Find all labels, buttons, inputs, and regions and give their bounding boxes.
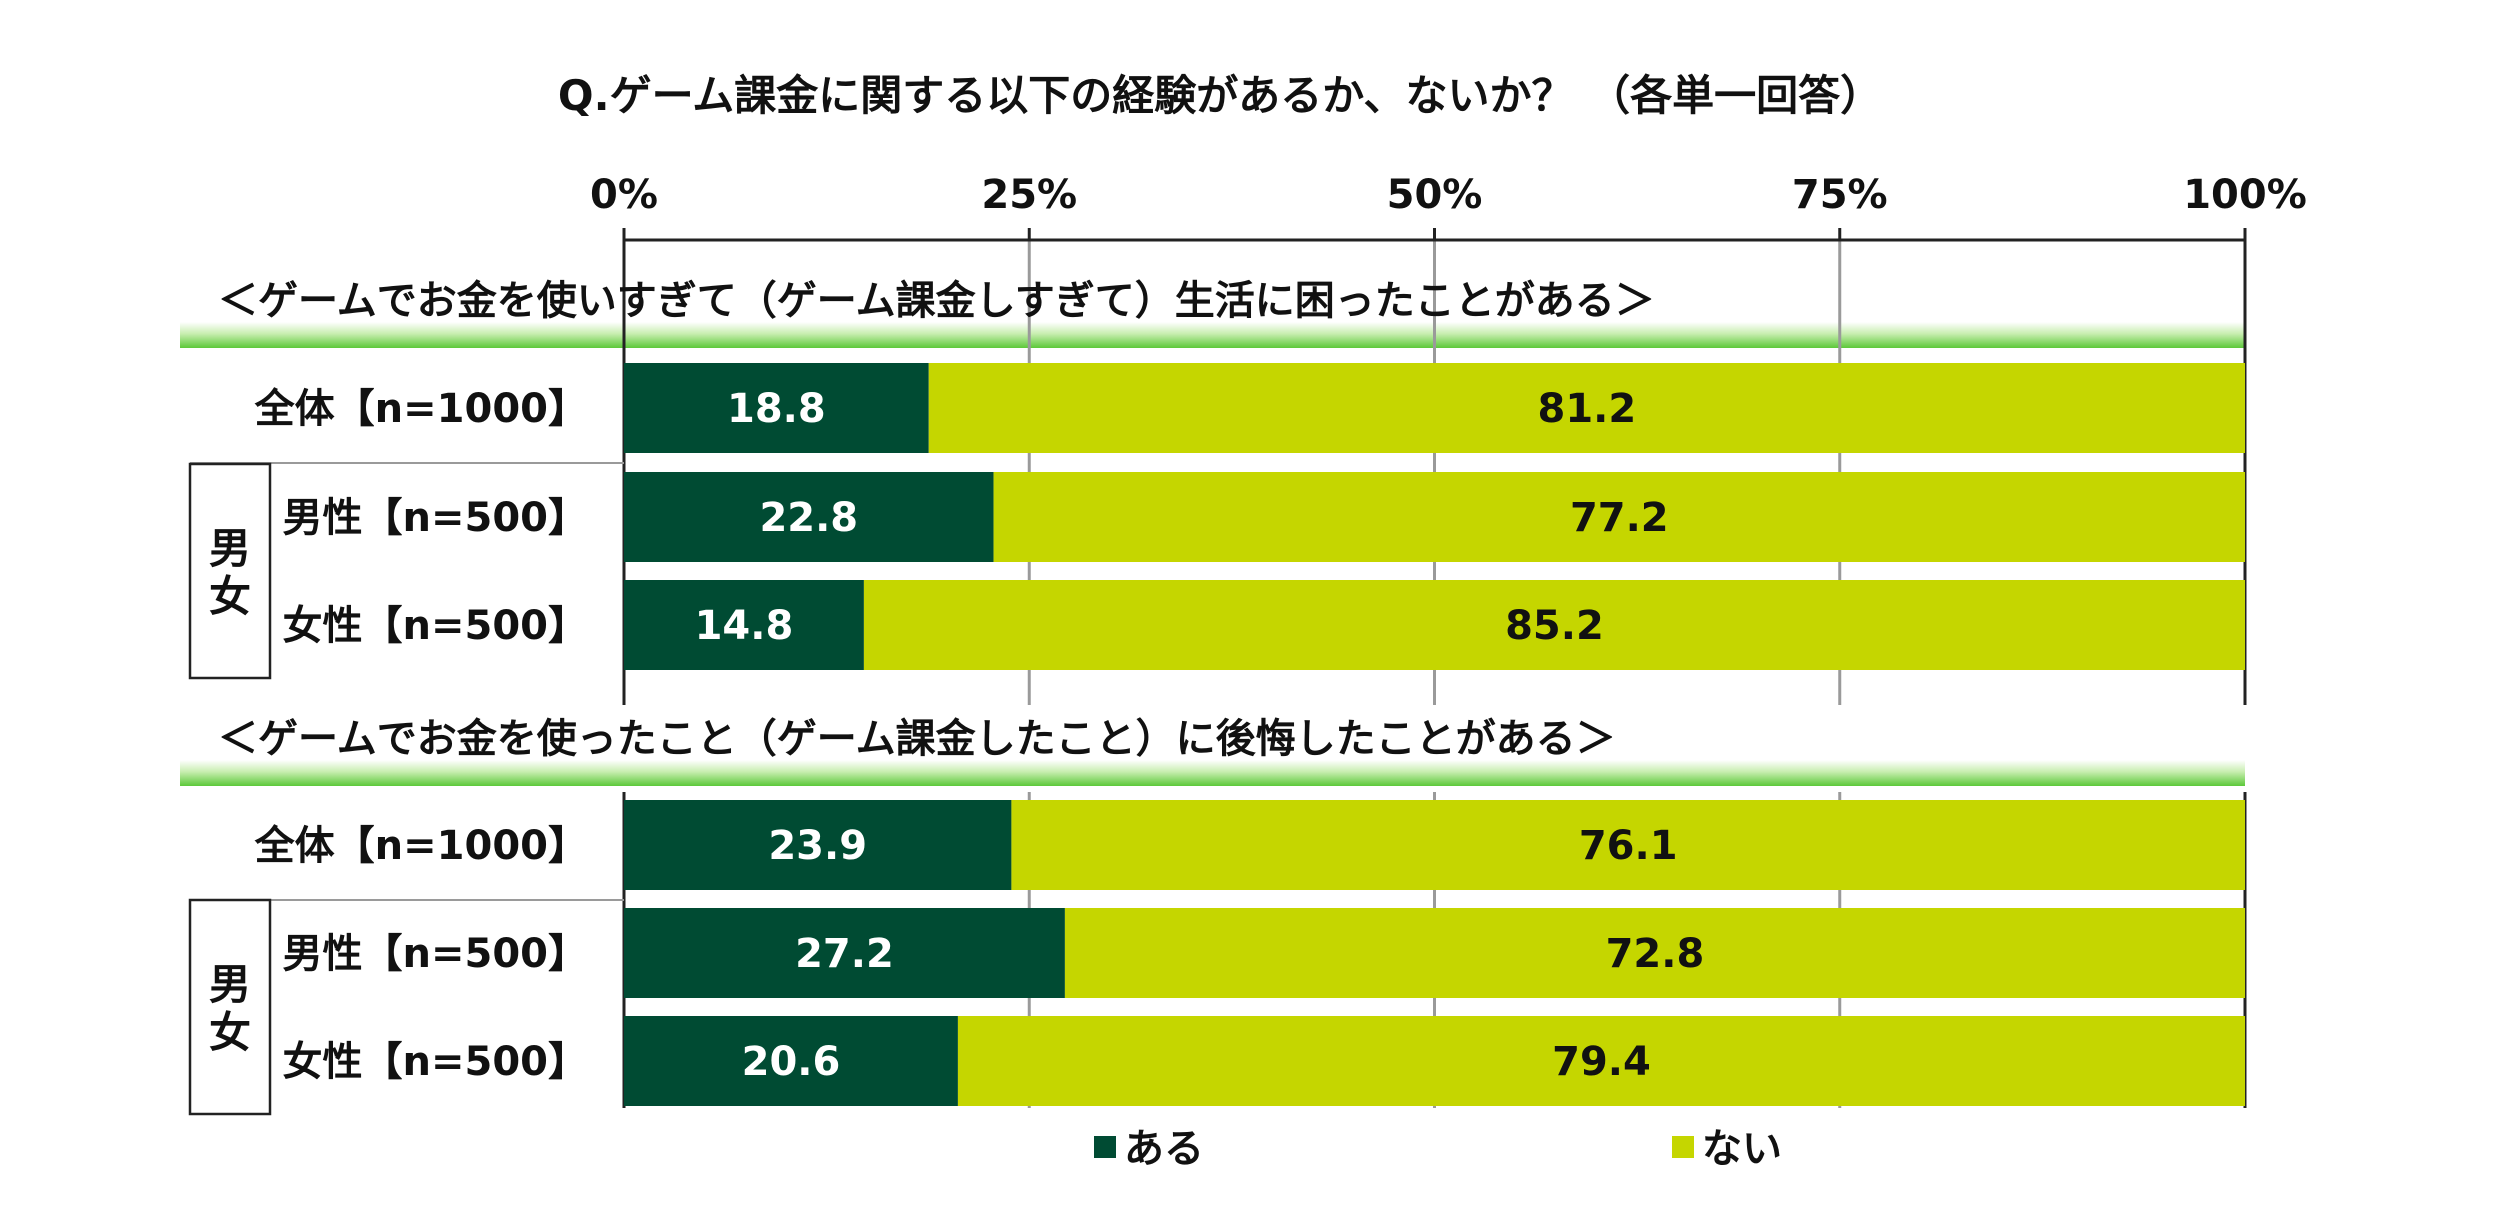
tick-label: 75% — [1792, 172, 1888, 218]
value-label-nai: 85.2 — [1505, 603, 1604, 649]
bars: 18.8 81.2 22.8 77.2 14.8 85.2 23.9 76.1 27.2 72.8… — [624, 363, 2246, 1106]
bar-aru — [624, 363, 929, 453]
group-label-char: 女 — [209, 572, 251, 621]
group-label-char: 女 — [209, 1008, 251, 1057]
bar-nai — [863, 580, 2246, 670]
group-box — [188, 898, 272, 1116]
bar-nai — [993, 472, 2245, 562]
value-label-aru: 22.8 — [759, 495, 858, 541]
group-box — [188, 462, 272, 680]
axis: 0% 25% 50% 75% 100% — [590, 172, 2307, 242]
section-band — [180, 322, 2245, 348]
section-bands — [180, 322, 2245, 786]
value-label-nai: 81.2 — [1538, 386, 1637, 432]
legend-swatch-nai — [1672, 1136, 1694, 1158]
bar-aru — [624, 1016, 958, 1106]
legend-swatch-aru — [1094, 1136, 1116, 1158]
tick-label: 25% — [981, 172, 1077, 218]
value-label-nai: 79.4 — [1552, 1039, 1651, 1085]
legend: ある ない — [1094, 1126, 1782, 1172]
group-label-char: 男 — [209, 960, 251, 1009]
row-labels: ＜ゲームでお金を使いすぎて（ゲーム課金しすぎて）生活に困ったことがある＞男女全体… — [188, 278, 1655, 1116]
value-label-nai: 77.2 — [1570, 495, 1669, 541]
row-label: 男性【n=500】 — [283, 931, 589, 977]
bar-nai — [957, 1016, 2245, 1106]
group-label-char: 男 — [209, 524, 251, 573]
bar-aru — [624, 908, 1065, 998]
legend-label-aru: ある — [1124, 1126, 1204, 1172]
value-label-aru: 14.8 — [695, 603, 794, 649]
section-band — [180, 760, 2245, 786]
value-label-nai: 76.1 — [1579, 823, 1678, 869]
row-label: 女性【n=500】 — [283, 1039, 589, 1085]
row-label: 全体【n=1000】 — [254, 823, 588, 869]
chart-title: Q.ゲーム課金に関する以下の経験があるか、ないか？ （各単一回答） — [558, 71, 1882, 120]
tick-label: 100% — [2183, 172, 2307, 218]
bar-nai — [1011, 800, 2246, 890]
row-label: 男性【n=500】 — [283, 495, 589, 541]
tick-label: 0% — [590, 172, 658, 218]
legend-label-nai: ない — [1702, 1126, 1782, 1172]
bar-nai — [928, 363, 2245, 453]
section-title: ＜ゲームでお金を使いすぎて（ゲーム課金しすぎて）生活に困ったことがある＞ — [218, 278, 1655, 324]
value-label-aru: 18.8 — [727, 386, 826, 432]
row-label: 全体【n=1000】 — [254, 386, 588, 432]
section-title: ＜ゲームでお金を使ったこと（ゲーム課金したこと）に後悔したことがある＞ — [218, 716, 1616, 762]
tick-label: 50% — [1387, 172, 1483, 218]
value-label-nai: 72.8 — [1606, 931, 1705, 977]
bar-nai — [1064, 908, 2245, 998]
value-label-aru: 27.2 — [795, 931, 894, 977]
bar-aru — [624, 580, 864, 670]
value-label-aru: 20.6 — [742, 1039, 841, 1085]
bar-aru — [624, 472, 994, 562]
bar-aru — [624, 800, 1012, 890]
value-label-aru: 23.9 — [768, 823, 867, 869]
row-label: 女性【n=500】 — [283, 603, 589, 649]
